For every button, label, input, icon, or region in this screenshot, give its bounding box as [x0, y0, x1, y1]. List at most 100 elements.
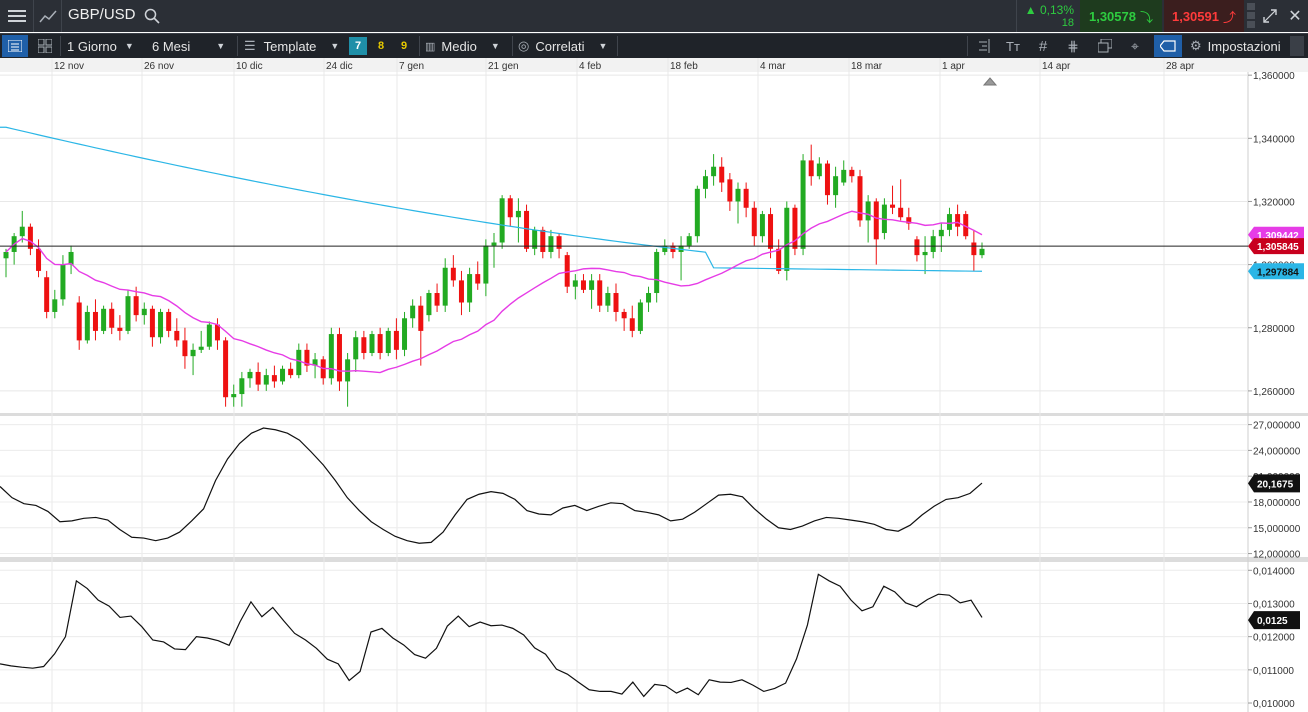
- candle-body: [458, 280, 464, 303]
- chip-8[interactable]: 8: [377, 40, 385, 52]
- candle-body: [914, 239, 920, 256]
- candle-body: [483, 245, 489, 284]
- ask-price: 1,30591: [1171, 8, 1219, 24]
- candle-body: [182, 340, 188, 357]
- candle-body: [686, 236, 692, 246]
- x-tick-label: 18 mar: [851, 61, 883, 72]
- windows-glyph: [1098, 39, 1112, 53]
- indicator-line: [0, 427, 983, 544]
- up-trend-icon: ⤴: [1222, 9, 1236, 25]
- change-box: ▲ 0,13% 18: [1016, 0, 1078, 32]
- candle-body: [540, 229, 546, 252]
- candle-body: [141, 308, 147, 316]
- template-menu[interactable]: ☰ Template ▼: [244, 34, 344, 58]
- bid-button[interactable]: 1,30578 ⤵: [1080, 0, 1162, 32]
- scrollbar-handle[interactable]: [1290, 36, 1304, 56]
- search-glyph: [144, 8, 160, 24]
- x-axis-labels: 12 nov 26 nov 10 dic 24 dic 7 gen 21 gen 4 feb…: [54, 61, 1195, 72]
- candle-body: [385, 330, 391, 354]
- x-tick-label: 21 gen: [488, 61, 519, 72]
- chip-7[interactable]: 7: [349, 37, 367, 55]
- candle-body: [654, 251, 660, 294]
- menu-icon[interactable]: [0, 0, 34, 32]
- scroll-handle-icon[interactable]: [1247, 2, 1256, 30]
- candle-body: [719, 166, 725, 183]
- toolbar-divider: [419, 36, 420, 56]
- candle-body: [702, 176, 708, 189]
- y-tick-label: 0,011000: [1253, 666, 1294, 677]
- range-select[interactable]: 6 Mesi ▼: [152, 34, 232, 58]
- candle-body: [263, 375, 269, 385]
- y-tick-label: 1,360000: [1253, 71, 1295, 82]
- candle-body: [158, 311, 164, 338]
- candle-body: [345, 359, 351, 382]
- search-icon[interactable]: [142, 6, 162, 26]
- y-tick-label: 0,014000: [1253, 566, 1295, 577]
- candles-icon: ▥: [425, 40, 436, 53]
- candle-body: [532, 229, 538, 249]
- bid-price: 1,30578: [1088, 8, 1136, 24]
- candle-body: [117, 327, 123, 331]
- x-tick-label: 26 nov: [144, 61, 174, 72]
- x-tick-label: 1 apr: [942, 61, 965, 72]
- windows-icon[interactable]: [1094, 35, 1116, 57]
- candle-body: [109, 308, 115, 328]
- candle-body: [564, 255, 570, 287]
- candle-body: [361, 337, 367, 354]
- candle-body: [792, 207, 798, 249]
- candle-body: [190, 349, 196, 357]
- list-glyph: [8, 40, 22, 52]
- candle-body: [938, 229, 944, 237]
- x-tick-label: 28 apr: [1166, 61, 1195, 72]
- menu-glyph: [7, 10, 26, 22]
- template-label: Template: [263, 38, 317, 54]
- close-icon[interactable]: ✕: [1288, 8, 1302, 25]
- settings-menu[interactable]: ⚙ Impostazioni: [1190, 34, 1286, 58]
- navigation-marker-icon: [982, 77, 998, 86]
- settings-label: Impostazioni: [1207, 38, 1281, 54]
- y-tick-label: 24,000000: [1253, 446, 1301, 457]
- candle-body: [377, 334, 383, 354]
- grid-icon[interactable]: #: [1038, 37, 1048, 55]
- candle-body: [410, 305, 416, 319]
- candle-body: [613, 293, 619, 312]
- text-size-icon[interactable]: Tт: [1006, 38, 1020, 54]
- candle-body: [369, 334, 375, 354]
- candle-body: [906, 217, 912, 224]
- expand-icon[interactable]: [1260, 6, 1280, 26]
- chart-icon[interactable]: [34, 0, 62, 32]
- date-axis-strip: [0, 58, 1308, 72]
- list-icon[interactable]: [2, 35, 28, 57]
- candle-body: [662, 245, 668, 252]
- layout-icon[interactable]: [34, 35, 56, 57]
- candle-body: [751, 207, 757, 237]
- chart-area[interactable]: 12 nov 26 nov 10 dic 24 dic 7 gen 21 gen 4 feb…: [0, 58, 1308, 712]
- candle-body: [475, 274, 481, 284]
- candle-body: [149, 308, 155, 338]
- related-menu[interactable]: ◎ Correlati ▼: [518, 34, 616, 58]
- chevron-down-icon: ▼: [216, 41, 226, 51]
- candle-body: [833, 176, 839, 196]
- y-tick-label: 15,000000: [1253, 524, 1301, 535]
- chart-type-select[interactable]: ▥ Medio ▼: [425, 34, 509, 58]
- candle-body: [784, 207, 790, 271]
- candle-body: [426, 293, 432, 316]
- candle-body: [312, 359, 318, 366]
- crosshair-grid-icon[interactable]: ⋕: [1067, 37, 1079, 54]
- toolbar-divider: [512, 36, 513, 56]
- top-bar: GBP/USD ▲ 0,13% 18 1,30578 ⤵ 1,30591 ⤴ ✕: [0, 0, 1308, 32]
- last-price-tag-bg: [1248, 238, 1304, 255]
- align-icon[interactable]: [972, 35, 994, 57]
- interval-select[interactable]: 1 Giorno ▼: [67, 34, 142, 58]
- y-tick-label: 27,000000: [1253, 421, 1301, 432]
- tag-icon[interactable]: [1154, 35, 1182, 57]
- chip-9[interactable]: 9: [400, 40, 408, 52]
- candle-body: [174, 330, 180, 341]
- crosshair-icon[interactable]: ⌖: [1131, 37, 1139, 54]
- indicator-panel-1: [0, 427, 983, 544]
- y-tick-label: 1,340000: [1253, 134, 1295, 145]
- y-tick-label: 1,320000: [1253, 197, 1295, 208]
- y-tick-label: 0,013000: [1253, 599, 1295, 610]
- ask-button[interactable]: 1,30591 ⤴: [1164, 0, 1244, 32]
- symbol-label[interactable]: GBP/USD: [68, 6, 136, 23]
